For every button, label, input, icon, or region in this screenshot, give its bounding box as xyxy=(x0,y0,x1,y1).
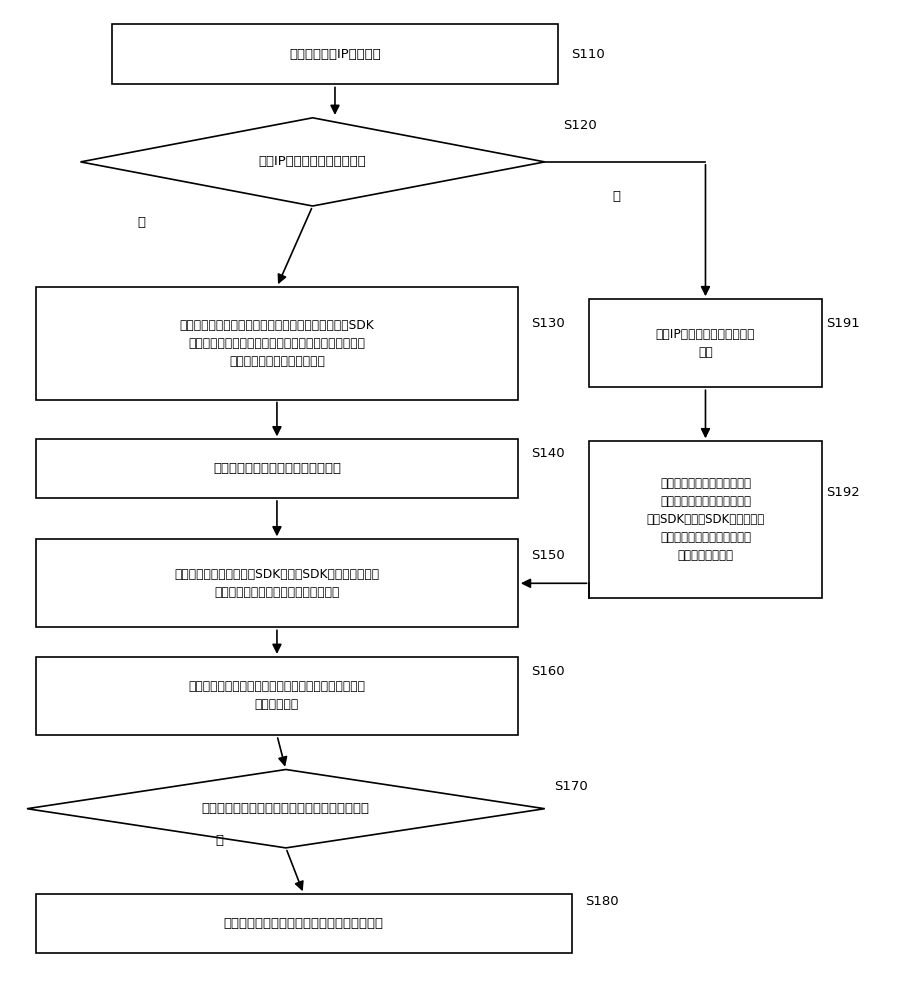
Text: S191: S191 xyxy=(826,317,860,330)
Text: 否: 否 xyxy=(612,190,620,203)
Text: 判断第二推送消息是否包括智能终端的指令信息: 判断第二推送消息是否包括智能终端的指令信息 xyxy=(202,802,370,815)
Text: 执行智能终端的指令信息并获取确认执行信息: 执行智能终端的指令信息并获取确认执行信息 xyxy=(224,917,384,930)
Text: 是: 是 xyxy=(215,834,223,847)
Text: 判断IP网络连接是否建立失败: 判断IP网络连接是否建立失败 xyxy=(259,155,366,168)
Bar xyxy=(36,657,518,735)
Bar xyxy=(589,441,822,598)
Text: 以终端格式将第一推送信息进
行显示，并将第一推送信息发
送给SDK，以使SDK将第一推送
信息进行保存和标记，得到智
能终端的指令信息: 以终端格式将第一推送信息进 行显示，并将第一推送信息发 送给SDK，以使SDK将… xyxy=(646,477,764,562)
Bar xyxy=(112,24,558,84)
Bar xyxy=(36,287,518,400)
Text: S160: S160 xyxy=(531,665,565,678)
Text: 通过IP网络连接下载第一推送
消息: 通过IP网络连接下载第一推送 消息 xyxy=(656,328,755,359)
Text: S120: S120 xyxy=(563,119,597,132)
Text: S150: S150 xyxy=(531,549,565,562)
Polygon shape xyxy=(27,770,545,848)
Polygon shape xyxy=(80,118,545,206)
Text: S130: S130 xyxy=(531,317,565,330)
Text: S192: S192 xyxy=(826,486,860,499)
Text: 将第二推送消息存入收件箱，并以终端格式将第二推送
消息进行显示: 将第二推送消息存入收件箱，并以终端格式将第二推送 消息进行显示 xyxy=(189,680,365,712)
Text: 是: 是 xyxy=(138,216,145,229)
Bar xyxy=(36,439,518,498)
Text: S110: S110 xyxy=(571,48,605,61)
Text: S180: S180 xyxy=(585,895,619,908)
Text: 通过信令通道与服务器建立连接，并将号码信息通过SDK
发送给服务器，以使服务器根据第一推送消息生成并向
号码信息下发二进制格式信息: 通过信令通道与服务器建立连接，并将号码信息通过SDK 发送给服务器，以使服务器根… xyxy=(179,319,374,368)
Bar xyxy=(36,539,518,627)
Bar xyxy=(36,894,571,953)
Text: 将二进制格式信息发送给SDK，以使SDK将二进制格式信
息进行识别和判断，获取第二推送消息: 将二进制格式信息发送给SDK，以使SDK将二进制格式信 息进行识别和判断，获取第… xyxy=(174,568,380,599)
Text: S170: S170 xyxy=(554,780,588,793)
Text: S140: S140 xyxy=(531,447,565,460)
Text: 与服务器建立IP网络连接: 与服务器建立IP网络连接 xyxy=(289,48,381,61)
Text: 接收并下载服务器的二进制格式信息: 接收并下载服务器的二进制格式信息 xyxy=(213,462,341,475)
Bar xyxy=(589,299,822,387)
